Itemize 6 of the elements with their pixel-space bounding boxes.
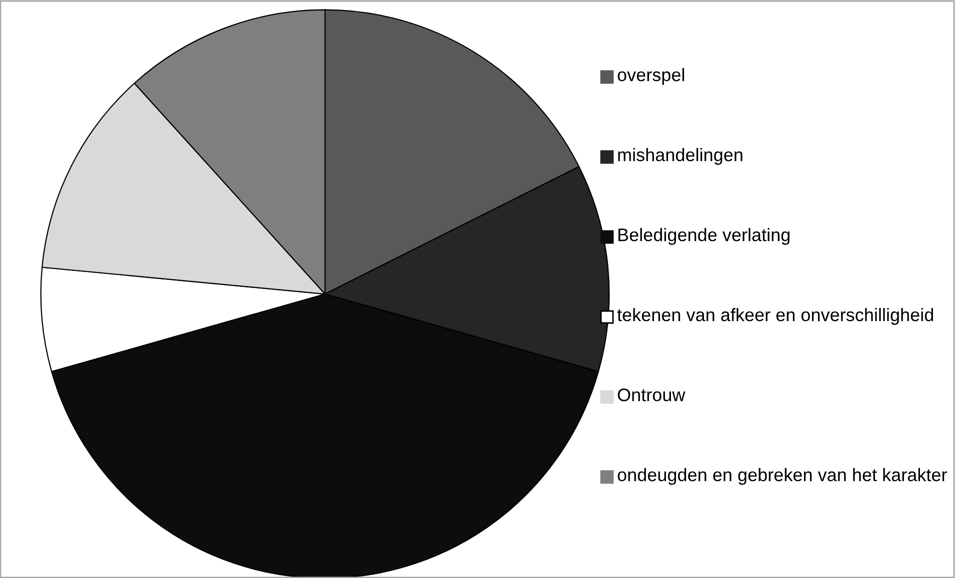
legend-label: overspel [618, 68, 684, 85]
legend-label: Ontrouw [618, 388, 686, 402]
legend-label: mishandelingen [618, 148, 742, 165]
legend-label: Beledigende verlating [618, 228, 790, 245]
legend-label: tekenen van afkeer en onverschilligheid [617, 308, 934, 325]
legend-label: ondeugden en gebreken van het karakter [618, 468, 947, 485]
